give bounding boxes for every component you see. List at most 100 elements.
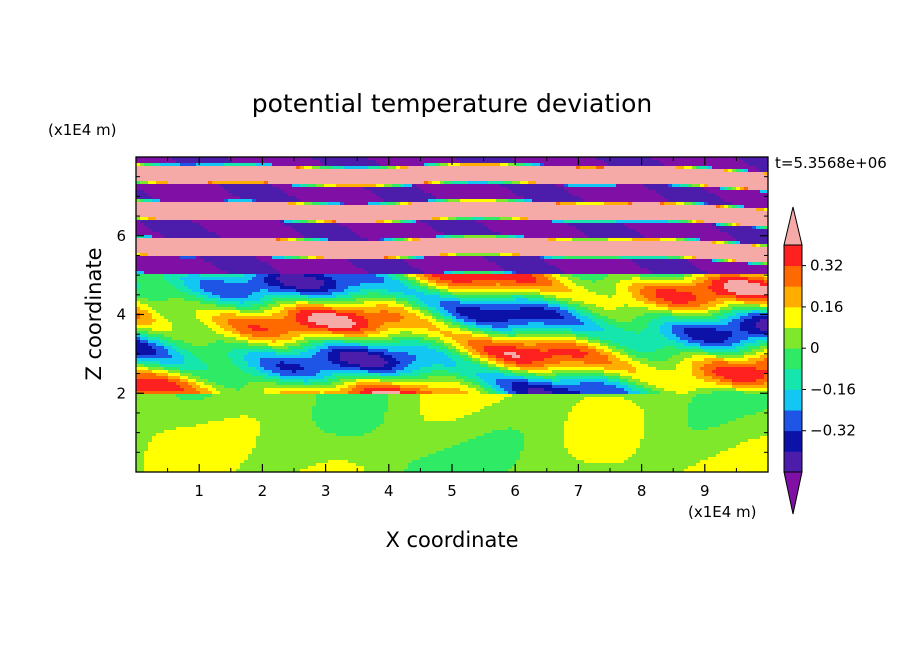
contour-cell <box>740 157 768 161</box>
contour-cell <box>136 388 185 392</box>
contour-cell <box>408 364 433 368</box>
contour-cell <box>732 379 757 383</box>
contour-cell <box>544 256 553 260</box>
contour-cell <box>412 238 421 242</box>
contour-cell <box>476 322 529 326</box>
contour-cell <box>368 319 401 323</box>
contour-cell <box>696 295 737 299</box>
contour-cell <box>136 265 217 269</box>
colorbar-segment <box>784 306 802 328</box>
x-tick-label: 7 <box>574 482 584 500</box>
contour-cell <box>136 418 225 422</box>
contour-cell <box>516 361 533 365</box>
contour-cell <box>564 430 645 434</box>
contour-cell <box>616 292 633 296</box>
contour-cell <box>240 466 309 470</box>
contour-cell <box>660 193 717 197</box>
contour-cell <box>440 217 449 221</box>
contour-cell <box>384 415 425 419</box>
contour-cell <box>136 340 141 344</box>
contour-cell <box>568 286 585 290</box>
contour-cell <box>488 334 509 338</box>
contour-cell <box>424 337 441 341</box>
contour-cell <box>660 328 673 332</box>
contour-cell <box>552 283 565 287</box>
contour-cell <box>572 406 641 410</box>
contour-cell <box>396 370 413 374</box>
contour-cell <box>364 301 397 305</box>
contour-cell <box>648 382 717 386</box>
contour-cell <box>424 181 429 185</box>
contour-cell <box>716 367 757 371</box>
contour-cell <box>572 238 609 242</box>
contour-cell <box>628 457 709 461</box>
contour-cell <box>688 412 757 416</box>
contour-cell <box>760 262 765 266</box>
contour-cell <box>228 190 285 194</box>
contour-cell <box>304 367 361 371</box>
contour-cell <box>556 184 565 188</box>
contour-cell <box>736 292 768 296</box>
contour-cell <box>628 382 637 386</box>
contour-cell <box>736 187 741 191</box>
contour-cell <box>492 337 577 341</box>
contour-cell <box>520 307 545 311</box>
contour-cell <box>672 355 693 359</box>
contour-cell <box>560 307 569 311</box>
contour-cell <box>436 316 445 320</box>
contour-cell <box>432 310 441 314</box>
contour-cell <box>644 301 657 305</box>
contour-cell <box>724 169 729 173</box>
contour-cell <box>524 376 545 380</box>
contour-cell <box>644 427 693 431</box>
contour-cell <box>296 304 325 308</box>
contour-cell <box>380 331 401 335</box>
contour-cell <box>460 388 477 392</box>
contour-cell <box>184 340 217 344</box>
contour-cell <box>756 367 768 371</box>
contour-cell <box>512 157 597 161</box>
contour-cell <box>568 451 637 455</box>
contour-cell <box>696 166 701 170</box>
contour-cell <box>284 256 293 260</box>
contour-cell <box>628 385 637 389</box>
contour-cell <box>496 379 529 383</box>
contour-cell <box>496 361 505 365</box>
contour-cell <box>308 220 317 224</box>
contour-cell <box>692 370 705 374</box>
contour-cell <box>492 340 577 344</box>
contour-cell <box>312 418 385 422</box>
contour-cell <box>568 304 581 308</box>
contour-cell <box>676 346 701 350</box>
contour-cell <box>404 238 409 242</box>
contour-cell <box>584 397 625 401</box>
contour-cell <box>528 382 553 386</box>
contour-cell <box>304 379 309 383</box>
contour-cell <box>484 406 573 410</box>
contour-cell <box>232 193 289 197</box>
contour-cell <box>464 379 477 383</box>
contour-cell <box>420 394 513 398</box>
contour-cell <box>200 256 257 260</box>
contour-cell <box>688 421 729 425</box>
contour-cell <box>164 235 221 239</box>
contour-cell <box>512 271 517 275</box>
contour-cell <box>156 433 261 437</box>
contour-cell <box>604 370 629 374</box>
contour-cell <box>368 346 429 350</box>
contour-cell <box>432 316 437 320</box>
contour-cell <box>568 277 581 281</box>
colorbar-segment <box>784 348 802 370</box>
contour-cell <box>248 457 421 461</box>
contour-cell <box>552 274 561 278</box>
contour-cell <box>280 187 365 191</box>
contour-cell <box>484 346 517 350</box>
contour-cell <box>284 316 297 320</box>
contour-cell <box>352 319 369 323</box>
contour-cell <box>264 376 281 380</box>
contour-cell <box>604 166 677 170</box>
contour-cell <box>420 298 461 302</box>
contour-cell <box>460 322 465 326</box>
contour-cell <box>732 202 768 206</box>
contour-cell <box>716 328 741 332</box>
